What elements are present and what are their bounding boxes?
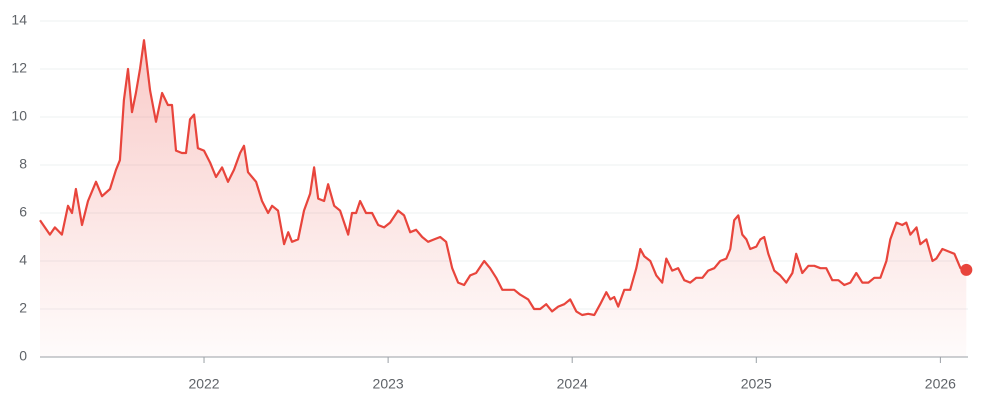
x-tick-label: 2025 bbox=[741, 376, 772, 392]
last-point bbox=[960, 263, 973, 276]
y-tick-label: 14 bbox=[11, 12, 27, 28]
area bbox=[40, 40, 967, 357]
y-tick-label: 4 bbox=[19, 252, 27, 268]
y-tick-label: 10 bbox=[11, 108, 27, 124]
x-tick-label: 2024 bbox=[557, 376, 588, 392]
y-tick-label: 6 bbox=[19, 204, 27, 220]
x-tick-label: 2022 bbox=[188, 376, 219, 392]
x-tick-label: 2023 bbox=[373, 376, 404, 392]
y-tick-label: 12 bbox=[11, 60, 27, 76]
y-tick-label: 8 bbox=[19, 156, 27, 172]
x-tick-label: 2026 bbox=[925, 376, 956, 392]
y-tick-label: 2 bbox=[19, 300, 27, 316]
line bbox=[39, 39, 967, 317]
y-tick-label: 0 bbox=[19, 348, 27, 364]
